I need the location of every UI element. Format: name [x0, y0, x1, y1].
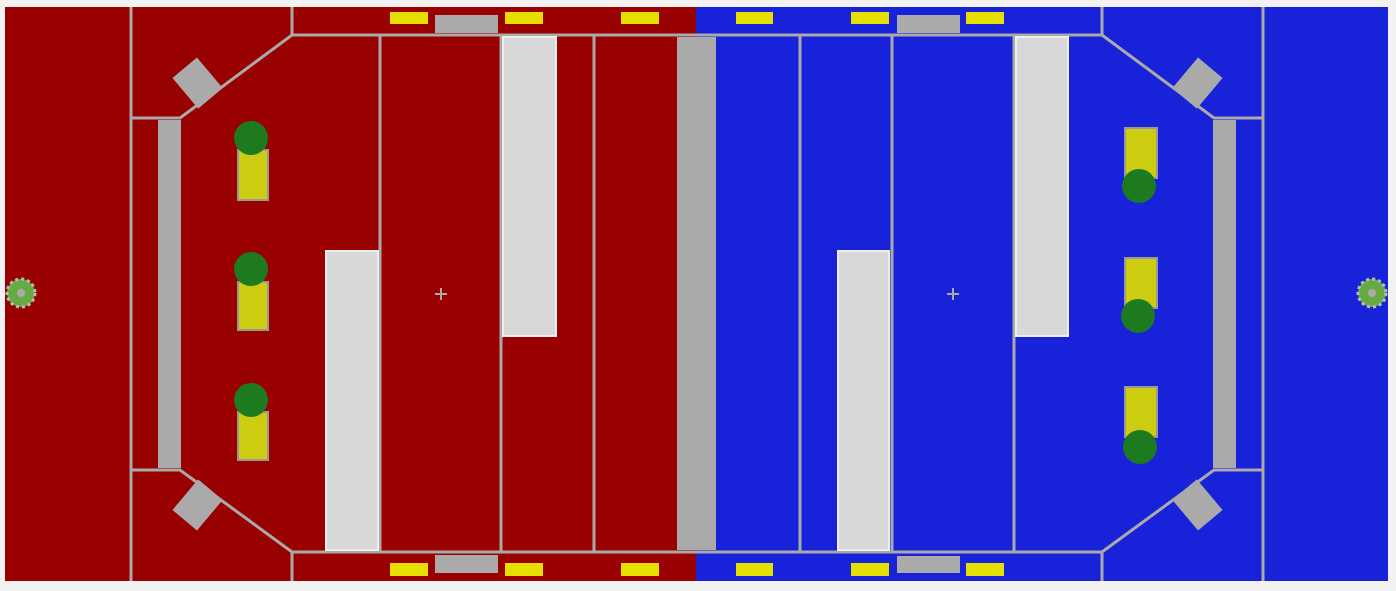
wall [1015, 36, 1069, 337]
game-pieces [234, 121, 1158, 464]
center-marks [435, 288, 959, 300]
center-barrier [677, 37, 716, 550]
wall [502, 36, 557, 337]
field-lines [129, 7, 1265, 581]
side-rail [1213, 120, 1236, 468]
wall [837, 250, 890, 551]
tabs [390, 12, 1004, 576]
gear-icons [5, 277, 1388, 309]
wall [325, 250, 379, 551]
corner-pads [172, 57, 1223, 531]
side-rail [158, 120, 181, 468]
